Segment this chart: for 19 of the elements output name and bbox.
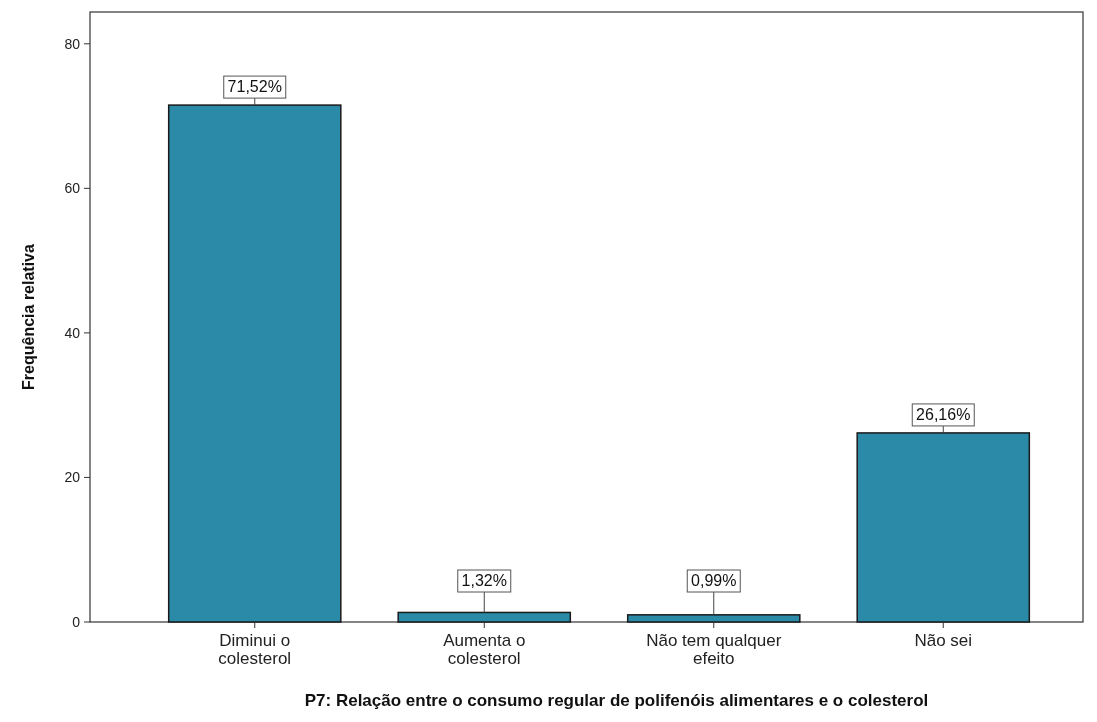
y-tick-label: 80 [64, 35, 81, 52]
x-axis-title: P7: Relação entre o consumo regular de polifenóis alimentares e o colesterol [304, 691, 929, 710]
y-tick-label: 0 [72, 614, 81, 630]
x-tick-label: Não sei [914, 631, 973, 650]
bar [167, 104, 342, 623]
y-tick-label: 20 [64, 469, 81, 486]
data-label: 1,32% [461, 572, 507, 589]
bar [397, 611, 572, 623]
x-tick-label: Não tem qualquer efeito [646, 631, 782, 668]
data-label: 0,99% [691, 572, 737, 589]
bar [856, 432, 1031, 623]
data-label: 71,52% [227, 78, 282, 96]
y-tick-label: 40 [64, 324, 81, 341]
bar [626, 614, 801, 623]
data-label: 26,16% [916, 405, 971, 423]
x-tick-label: Aumenta o colesterol [443, 631, 526, 668]
y-tick-label: 60 [64, 180, 81, 197]
x-tick-label: Diminui o colesterol [218, 631, 292, 668]
y-axis-title: Frequência relativa [20, 243, 37, 390]
